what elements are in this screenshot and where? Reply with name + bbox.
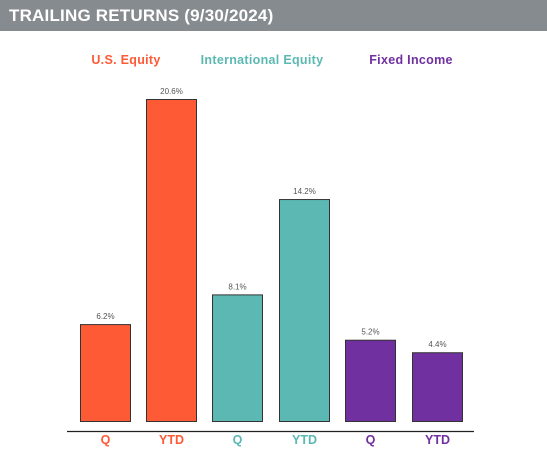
legend-fixed-income: Fixed Income: [369, 53, 452, 67]
bar-international-equity-q: [212, 294, 263, 422]
data-label-u-s-equity-ytd: 20.6%: [160, 87, 183, 96]
category-label-u-s-equity-q: Q: [101, 433, 111, 447]
bar-fixed-income-q: [345, 339, 396, 422]
chart-title: TRAILING RETURNS (9/30/2024): [9, 6, 274, 25]
bar-international-equity-ytd: [279, 199, 330, 422]
data-label-u-s-equity-q: 6.2%: [96, 312, 114, 321]
category-label-u-s-equity-ytd: YTD: [159, 433, 184, 447]
title-bar: TRAILING RETURNS (9/30/2024): [0, 0, 547, 31]
category-label-fixed-income-q: Q: [366, 433, 376, 447]
category-label-international-equity-ytd: YTD: [292, 433, 317, 447]
bar-u-s-equity-q: [80, 324, 131, 422]
legend-u-s-equity: U.S. Equity: [91, 53, 160, 67]
data-label-international-equity-q: 8.1%: [228, 282, 246, 291]
data-label-international-equity-ytd: 14.2%: [293, 187, 316, 196]
data-label-fixed-income-q: 5.2%: [361, 328, 379, 337]
category-label-fixed-income-ytd: YTD: [425, 433, 450, 447]
legend-international-equity: International Equity: [201, 53, 324, 67]
category-label-international-equity-q: Q: [233, 433, 243, 447]
bar-u-s-equity-ytd: [146, 99, 197, 422]
bar-fixed-income-ytd: [412, 352, 463, 422]
data-label-fixed-income-ytd: 4.4%: [428, 340, 446, 349]
